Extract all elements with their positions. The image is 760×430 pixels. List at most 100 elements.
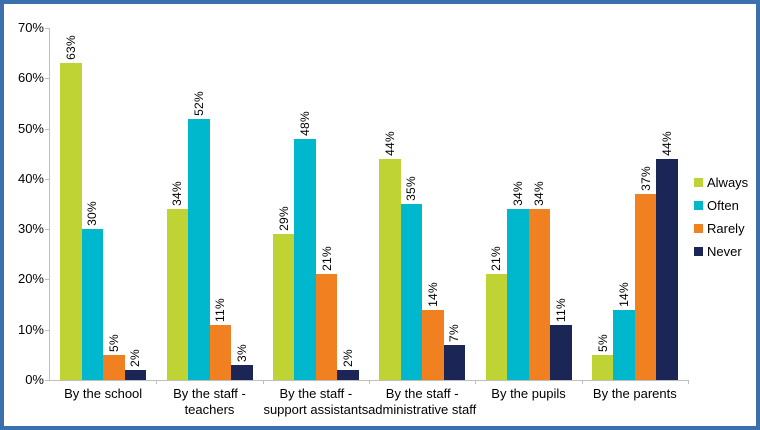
bar-value-label: 44% [382, 130, 397, 156]
y-axis-tick [45, 128, 49, 130]
bar-value-label: 3% [234, 343, 249, 362]
bar-rarely-2 [209, 324, 231, 380]
x-axis-tick [581, 380, 583, 384]
bar-label-rarely-5: 34% [529, 181, 551, 206]
bar-value-label: 2% [341, 349, 356, 367]
bar-rarely-6 [634, 193, 657, 380]
legend-item-always: Always [694, 171, 748, 194]
legend-label-rarely: Rarely [707, 221, 745, 236]
bar-label-never-2: 3% [231, 344, 253, 362]
category-label-5: By the pupils [491, 386, 566, 401]
bar-label-often-2: 52% [188, 91, 210, 116]
bar-never-4 [443, 344, 466, 380]
bar-value-label: 7% [447, 323, 462, 342]
bar-label-never-6: 44% [656, 131, 678, 156]
bar-value-label: 34% [170, 181, 185, 207]
bar-always-4 [379, 158, 401, 380]
y-axis-tick-label: 10% [17, 321, 44, 337]
y-axis-tick [45, 229, 49, 231]
legend-item-never: Never [694, 240, 748, 263]
y-axis-tick-label: 60% [17, 70, 44, 86]
bar-value-label: 21% [489, 246, 504, 272]
y-axis-tick-label: 70% [17, 20, 44, 35]
y-axis-tick-label: 30% [17, 221, 44, 237]
y-axis-tick-label: 0% [25, 372, 44, 387]
bar-label-never-5: 11% [550, 298, 572, 322]
bar-label-never-4: 7% [444, 324, 466, 342]
bar-label-always-6: 5% [592, 334, 614, 352]
legend-label-often: Often [707, 198, 739, 213]
bar-value-label: 63% [63, 35, 78, 61]
legend-swatch-often [694, 201, 703, 210]
bar-rarely-3 [315, 274, 338, 380]
bar-value-label: 14% [425, 281, 440, 307]
bar-label-often-4: 35% [401, 176, 423, 201]
category-label-2: By the staff - teachers [173, 386, 246, 418]
category-label-4: By the staff - administrative staff [368, 386, 477, 418]
bar-always-3 [272, 234, 295, 380]
y-axis-tick [45, 380, 49, 381]
x-axis-tick [156, 380, 158, 384]
category-label-3: By the staff - support assistants [263, 386, 369, 418]
bar-value-label: 37% [638, 166, 653, 191]
bar-value-label: 14% [617, 281, 632, 307]
bar-label-rarely-3: 21% [316, 246, 338, 271]
bar-never-6 [656, 158, 678, 380]
bar-rarely-5 [528, 209, 550, 380]
bar-often-1 [81, 229, 104, 380]
bar-value-label: 21% [319, 246, 334, 272]
bar-label-often-6: 14% [613, 282, 635, 307]
bar-label-often-5: 34% [507, 181, 529, 206]
bar-never-1 [124, 369, 147, 380]
bar-value-label: 5% [595, 333, 610, 352]
bar-label-always-4: 44% [379, 131, 401, 156]
bar-label-rarely-4: 14% [422, 282, 444, 307]
legend-swatch-never [694, 247, 703, 256]
bar-often-4 [400, 204, 423, 380]
bar-value-label: 11% [213, 297, 228, 322]
x-axis-line [49, 380, 688, 381]
bar-never-3 [337, 369, 359, 380]
bar-value-label: 11% [553, 297, 568, 322]
bar-value-label: 29% [276, 206, 291, 232]
bar-value-label: 5% [106, 333, 121, 352]
bar-label-always-2: 34% [167, 181, 189, 206]
bar-label-rarely-6: 37% [635, 166, 657, 191]
bar-always-6 [591, 354, 614, 380]
bar-label-always-3: 29% [273, 206, 295, 231]
bar-label-never-1: 2% [125, 349, 147, 367]
bar-always-5 [485, 274, 507, 380]
y-axis-tick-label: 50% [17, 120, 44, 136]
legend: Always Often Rarely Never [694, 171, 748, 263]
category-label-6: By the parents [592, 386, 677, 401]
category-label-1: By the school [64, 386, 143, 401]
y-axis-tick [45, 28, 49, 29]
bar-value-label: 34% [510, 181, 525, 207]
bar-value-label: 52% [191, 90, 206, 116]
legend-label-always: Always [707, 175, 749, 190]
y-axis-tick-label: 20% [17, 271, 44, 287]
bar-label-always-5: 21% [486, 246, 508, 271]
legend-item-often: Often [694, 194, 748, 217]
bar-value-label: 35% [404, 176, 419, 201]
y-axis-tick [45, 78, 49, 80]
bar-label-often-1: 30% [82, 201, 104, 226]
bar-often-5 [507, 209, 529, 380]
x-axis-tick [475, 380, 477, 384]
legend-swatch-always [694, 178, 703, 187]
bar-rarely-4 [422, 309, 444, 380]
bar-label-often-3: 48% [294, 111, 316, 136]
bar-value-label: 48% [298, 110, 313, 136]
bar-value-label: 34% [532, 181, 547, 207]
bar-often-6 [613, 309, 635, 380]
bar-never-2 [231, 364, 253, 380]
y-axis-line [49, 28, 50, 380]
y-axis-tick-label: 40% [17, 170, 44, 186]
bar-label-rarely-2: 11% [210, 298, 232, 322]
bar-often-3 [294, 138, 316, 380]
x-axis-tick [688, 380, 689, 384]
bar-value-label: 30% [85, 201, 100, 227]
bar-value-label: 2% [128, 349, 143, 367]
x-axis-tick [369, 380, 370, 384]
